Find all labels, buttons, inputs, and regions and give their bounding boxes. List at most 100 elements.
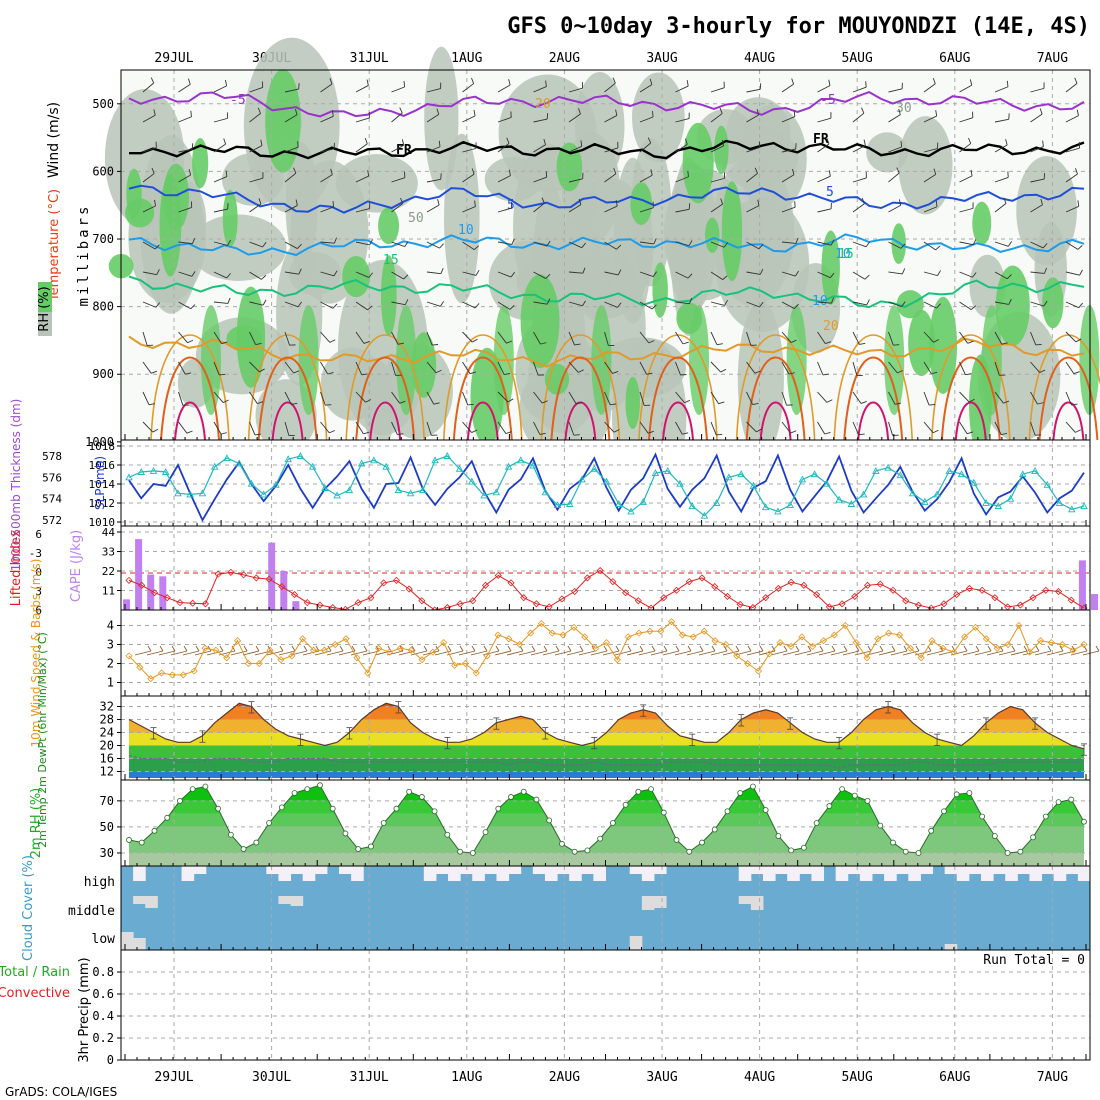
lifted-index-point <box>762 594 770 602</box>
wind-barb-feather <box>440 267 444 274</box>
wind-barb <box>994 391 1004 404</box>
wind-barb-feather <box>1037 402 1044 405</box>
wind-barb <box>284 301 299 308</box>
wind-barb <box>639 142 652 153</box>
surface-wind-barb <box>686 650 704 656</box>
wind-barb-feather <box>155 302 160 308</box>
lifted-index-point <box>494 571 502 580</box>
wind-barb-feather <box>364 137 368 144</box>
thickness-point <box>541 488 550 496</box>
thickness-point <box>786 501 794 509</box>
wind-barb-feather <box>680 374 687 376</box>
wind-barb-feather <box>190 304 196 310</box>
surface-wind-barb-feather <box>1059 645 1064 652</box>
wind-barb-feather <box>366 79 369 86</box>
rh-point <box>979 813 986 820</box>
top-date-axis: 29JUL30JUL31JUL1AUG2AUG3AUG4AUG5AUG6AUG7… <box>154 51 1068 66</box>
wind-barb <box>462 421 473 433</box>
wind-speed-point <box>993 644 1001 652</box>
wind-barb-feather <box>433 402 440 405</box>
rh-point <box>482 829 489 836</box>
wind-barb-feather <box>474 200 476 207</box>
surface-wind-barb <box>962 650 980 656</box>
rh-column <box>786 305 807 415</box>
wind-speed-point <box>819 637 828 645</box>
thickness-point <box>517 456 525 464</box>
wind-barb-feather <box>401 139 405 146</box>
rh-point <box>839 786 845 793</box>
temperature-contour-25 <box>355 356 416 441</box>
surface-wind-barb <box>338 650 356 656</box>
thickness-point <box>1006 494 1015 502</box>
surface-wind-barb <box>878 650 896 656</box>
rh-point <box>342 830 349 837</box>
thickness-point <box>872 466 880 474</box>
wind-barb <box>178 207 192 213</box>
wind-barb <box>249 177 264 183</box>
wind-barb <box>1065 83 1078 93</box>
wind-barb <box>1030 241 1044 249</box>
wind-barb-feather <box>576 401 583 405</box>
wind-barb-feather <box>403 80 406 88</box>
lifted-index-point <box>456 600 464 608</box>
wind-barb <box>533 176 547 183</box>
lifted-index-point <box>418 597 426 605</box>
lifted-index-point <box>965 584 973 592</box>
rh-point <box>928 827 935 834</box>
surface-wind-barb-feather <box>207 645 212 652</box>
rh-point <box>520 788 527 795</box>
contour-label: 5 <box>507 198 515 213</box>
credit: GrADS: COLA/IGES <box>5 1085 117 1099</box>
bottom-date-label: 31JUL <box>350 1070 389 1085</box>
lifted-index-point <box>227 568 235 576</box>
surface-wind-barb <box>206 650 224 656</box>
wind-barb <box>817 361 824 376</box>
cape-bar <box>135 539 143 610</box>
surface-wind-barb-feather <box>219 645 224 652</box>
cloud-high-clear <box>787 866 800 881</box>
rh-point <box>686 848 693 855</box>
wind-speed-point <box>1069 646 1077 654</box>
rh-point <box>240 846 247 852</box>
wind-barb <box>178 241 193 245</box>
wind-barb-feather <box>504 373 511 376</box>
wind-barb-feather <box>540 342 547 345</box>
rh-point <box>368 843 374 850</box>
wind-barb <box>568 391 577 405</box>
wind-speed-point <box>1080 640 1088 649</box>
thickness-point <box>1068 505 1076 513</box>
wind-barb <box>923 421 934 434</box>
cloud-high-clear <box>448 866 461 881</box>
wind-barb-feather <box>830 239 835 246</box>
li-cape-panel: 11 22 33 44 6 -3 0 3 6 Lifted Index CAPE (J/kg) <box>9 525 1098 617</box>
surface-wind-barb-feather <box>771 645 776 652</box>
thickness-point <box>688 502 696 510</box>
rh-column <box>298 305 319 415</box>
wind-barb-feather <box>399 107 403 114</box>
rh-point <box>126 837 132 843</box>
wind-barb-feather <box>190 110 192 117</box>
rh-point <box>877 822 884 829</box>
thickness-point <box>308 462 317 470</box>
wind-barb <box>497 421 507 434</box>
dewpoint-line <box>128 754 1084 769</box>
surface-wind-barb <box>530 650 548 656</box>
wind-speed-point <box>190 667 198 675</box>
wind-barb-feather <box>437 199 440 206</box>
wind-barb <box>568 421 575 436</box>
y-tick-label: 500 <box>92 97 114 111</box>
wind-barb <box>781 116 796 123</box>
wind-barb-feather <box>864 274 870 280</box>
surface-wind-barb <box>674 650 692 656</box>
wind-barb-feather <box>435 369 442 374</box>
wind-barb <box>462 391 469 406</box>
thickness-tick-label: 572 <box>42 514 62 527</box>
cross-section-ylabel-rh: RH (%) <box>37 286 52 331</box>
cape-bar <box>159 576 167 610</box>
rh-point <box>304 786 311 793</box>
wind-barb <box>639 174 653 183</box>
lifted-index-point <box>189 599 197 607</box>
rh-point <box>329 805 336 812</box>
cape-bar <box>1078 560 1086 610</box>
surface-wind-barb-feather <box>471 645 476 652</box>
